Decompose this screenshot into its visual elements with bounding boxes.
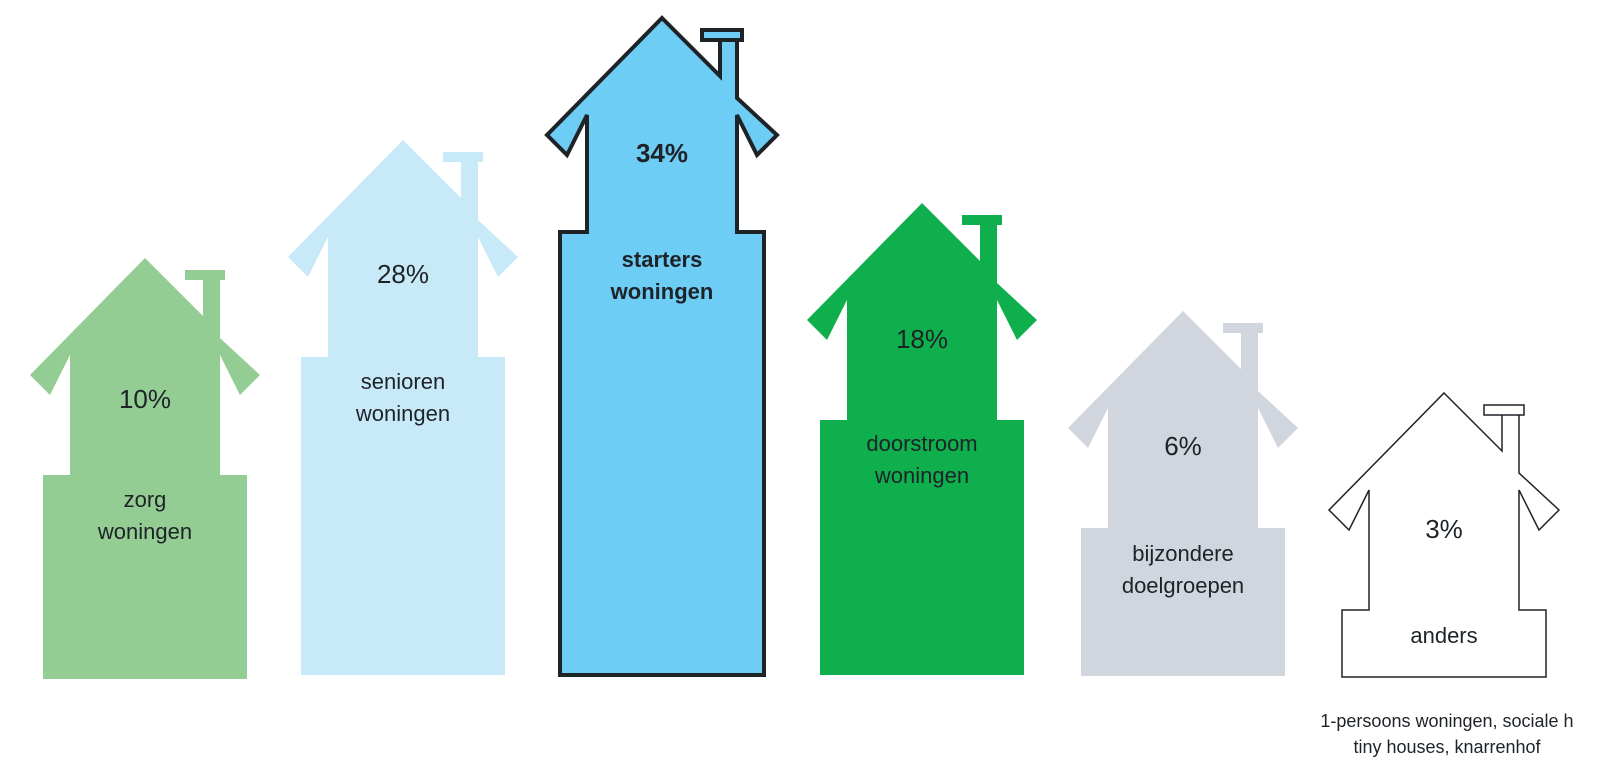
chimney-cap-senioren-woningen bbox=[443, 152, 483, 162]
category-label-doorstroom-woningen-line-2: woningen bbox=[874, 463, 969, 488]
chimney-cap-anders bbox=[1483, 404, 1525, 416]
category-label-senioren-woningen-line-1: senioren bbox=[361, 369, 445, 394]
value-label-senioren-woningen: 28% bbox=[377, 259, 429, 289]
category-label-bijzondere-doelgroepen-line-2: doelgroepen bbox=[1122, 573, 1244, 598]
bar-zorg-woningen bbox=[30, 258, 260, 679]
chimney-cap-zorg-woningen bbox=[185, 270, 225, 280]
footnote-line-1: 1-persoons woningen, sociale h bbox=[1320, 711, 1573, 731]
category-label-anders-line-1: anders bbox=[1410, 623, 1477, 648]
house-anders: 3% anders bbox=[1327, 391, 1561, 678]
value-label-starters-woningen: 34% bbox=[636, 138, 688, 168]
chimney-cap-starters-woningen bbox=[700, 28, 744, 42]
house-starters-woningen: 34% starters woningen bbox=[544, 15, 780, 677]
category-label-zorg-woningen-line-1: zorg bbox=[124, 487, 167, 512]
footnote-line-2: tiny houses, knarrenhof bbox=[1353, 737, 1541, 757]
bar-bijzondere-doelgroepen bbox=[1068, 311, 1298, 676]
category-label-doorstroom-woningen-line-1: doorstroom bbox=[866, 431, 977, 456]
value-label-bijzondere-doelgroepen: 6% bbox=[1164, 431, 1202, 461]
houses-group: 10% zorg woningen 28% senioren woningen 34% sta… bbox=[30, 15, 1561, 679]
bar-doorstroom-woningen bbox=[807, 203, 1037, 675]
bar-starters-woningen bbox=[544, 15, 780, 677]
house-senioren-woningen: 28% senioren woningen bbox=[288, 140, 518, 675]
category-label-senioren-woningen-line-2: woningen bbox=[355, 401, 450, 426]
house-zorg-woningen: 10% zorg woningen bbox=[30, 258, 260, 679]
category-label-zorg-woningen-line-2: woningen bbox=[97, 519, 192, 544]
house-doorstroom-woningen: 18% doorstroom woningen bbox=[807, 203, 1037, 675]
chimney-cap-doorstroom-woningen bbox=[962, 215, 1002, 225]
category-label-starters-woningen-line-2: woningen bbox=[610, 279, 714, 304]
value-label-anders: 3% bbox=[1425, 514, 1463, 544]
value-label-zorg-woningen: 10% bbox=[119, 384, 171, 414]
value-label-doorstroom-woningen: 18% bbox=[896, 324, 948, 354]
category-label-starters-woningen-line-1: starters bbox=[622, 247, 703, 272]
category-label-bijzondere-doelgroepen-line-1: bijzondere bbox=[1132, 541, 1234, 566]
house-bijzondere-doelgroepen: 6% bijzondere doelgroepen bbox=[1068, 311, 1298, 676]
bar-senioren-woningen bbox=[288, 140, 518, 675]
chimney-cap-bijzondere-doelgroepen bbox=[1223, 323, 1263, 333]
